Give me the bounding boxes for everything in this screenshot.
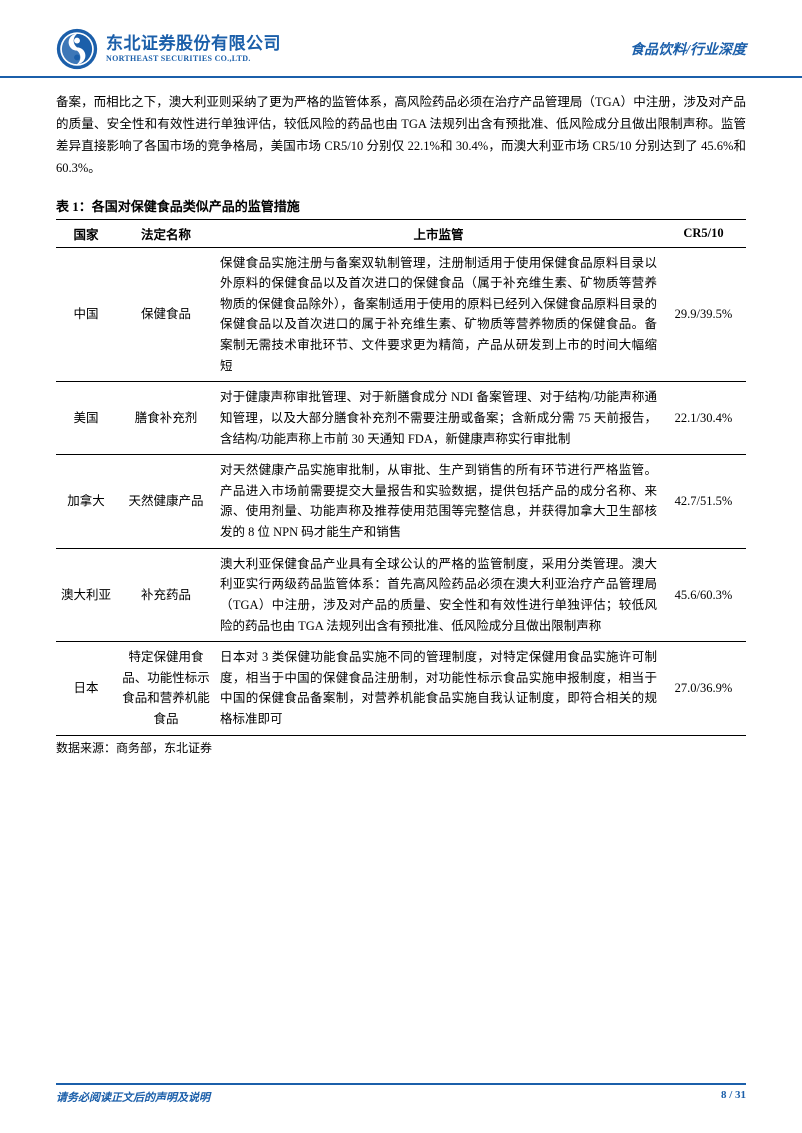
cell-regulation: 日本对 3 类保健功能食品实施不同的管理制度，对特定保健用食品实施许可制度，相当… — [216, 642, 661, 736]
cell-country: 澳大利亚 — [56, 548, 116, 642]
cell-cr: 27.0/36.9% — [661, 642, 746, 736]
cell-name: 特定保健用食品、功能性标示食品和营养机能食品 — [116, 642, 216, 736]
col-header-name: 法定名称 — [116, 219, 216, 247]
table-row: 中国 保健食品 保健食品实施注册与备案双轨制管理，注册制适用于使用保健食品原料目… — [56, 247, 746, 382]
cell-name: 补充药品 — [116, 548, 216, 642]
regulation-table: 国家 法定名称 上市监管 CR5/10 中国 保健食品 保健食品实施注册与备案双… — [56, 219, 746, 736]
page-header: 东北证券股份有限公司 NORTHEAST SECURITIES CO.,LTD.… — [0, 0, 802, 78]
company-logo-block: 东北证券股份有限公司 NORTHEAST SECURITIES CO.,LTD. — [56, 28, 281, 70]
cell-regulation: 保健食品实施注册与备案双轨制管理，注册制适用于使用保健食品原料目录以外原料的保健… — [216, 247, 661, 382]
company-name-en: NORTHEAST SECURITIES CO.,LTD. — [106, 55, 281, 63]
company-name-cn: 东北证券股份有限公司 — [106, 35, 281, 52]
company-logo-icon — [56, 28, 98, 70]
cell-country: 加拿大 — [56, 455, 116, 549]
footer-page-number: 8 / 31 — [721, 1089, 746, 1105]
cell-regulation: 对天然健康产品实施审批制，从审批、生产到销售的所有环节进行严格监管。产品进入市场… — [216, 455, 661, 549]
col-header-country: 国家 — [56, 219, 116, 247]
col-header-cr: CR5/10 — [661, 219, 746, 247]
table-row: 日本 特定保健用食品、功能性标示食品和营养机能食品 日本对 3 类保健功能食品实… — [56, 642, 746, 736]
cell-regulation: 对于健康声称审批管理、对于新膳食成分 NDI 备案管理、对于结构/功能声称通知管… — [216, 382, 661, 455]
table-row: 美国 膳食补充剂 对于健康声称审批管理、对于新膳食成分 NDI 备案管理、对于结… — [56, 382, 746, 455]
page-footer: 请务必阅读正文后的声明及说明 8 / 31 — [56, 1083, 746, 1105]
cell-cr: 45.6/60.3% — [661, 548, 746, 642]
col-header-regulation: 上市监管 — [216, 219, 661, 247]
footer-disclaimer: 请务必阅读正文后的声明及说明 — [56, 1089, 210, 1105]
cell-name: 天然健康产品 — [116, 455, 216, 549]
cell-name: 保健食品 — [116, 247, 216, 382]
table-body: 中国 保健食品 保健食品实施注册与备案双轨制管理，注册制适用于使用保健食品原料目… — [56, 247, 746, 735]
cell-regulation: 澳大利亚保健食品产业具有全球公认的严格的监管制度，采用分类管理。澳大利亚实行两级… — [216, 548, 661, 642]
intro-paragraph: 备案，而相比之下，澳大利亚则采纳了更为严格的监管体系，高风险药品必须在治疗产品管… — [56, 92, 746, 180]
table-title: 表 1：各国对保健食品类似产品的监管措施 — [56, 196, 746, 215]
table-header-row: 国家 法定名称 上市监管 CR5/10 — [56, 219, 746, 247]
cell-cr: 29.9/39.5% — [661, 247, 746, 382]
table-row: 加拿大 天然健康产品 对天然健康产品实施审批制，从审批、生产到销售的所有环节进行… — [56, 455, 746, 549]
cell-country: 中国 — [56, 247, 116, 382]
table-source: 数据来源：商务部，东北证券 — [56, 739, 746, 756]
cell-country: 日本 — [56, 642, 116, 736]
cell-country: 美国 — [56, 382, 116, 455]
cell-cr: 42.7/51.5% — [661, 455, 746, 549]
cell-name: 膳食补充剂 — [116, 382, 216, 455]
table-row: 澳大利亚 补充药品 澳大利亚保健食品产业具有全球公认的严格的监管制度，采用分类管… — [56, 548, 746, 642]
company-logo-text: 东北证券股份有限公司 NORTHEAST SECURITIES CO.,LTD. — [106, 35, 281, 63]
report-category: 食品饮料/行业深度 — [630, 39, 746, 59]
cell-cr: 22.1/30.4% — [661, 382, 746, 455]
page-content: 备案，而相比之下，澳大利亚则采纳了更为严格的监管体系，高风险药品必须在治疗产品管… — [0, 78, 802, 756]
